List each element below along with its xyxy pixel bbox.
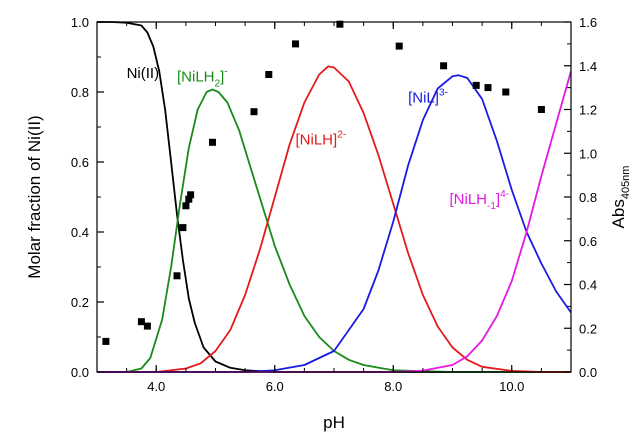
abs-point	[102, 337, 110, 345]
y-tick-label: 0.0	[71, 365, 89, 380]
y-axis-title: Molar fraction of Ni(II)	[25, 115, 44, 278]
x-tick-label: 10.0	[499, 379, 524, 394]
x-tick-label: 8.0	[384, 379, 402, 394]
abs-point	[395, 42, 403, 50]
species-label-1: [NiLH2]-	[177, 67, 228, 90]
abs-point	[336, 20, 344, 28]
y2-tick-label: 0.6	[579, 234, 597, 249]
axes: 4.0 6.0 8.0 10.0 0.0 0.2 0.4 0.6 0.8 1.0 0.0 0.2 0.4…	[25, 15, 632, 432]
y2-tick-label: 0.8	[579, 190, 597, 205]
x-tick-label: 4.0	[147, 379, 165, 394]
abs-point	[484, 84, 492, 92]
absorbance-points	[102, 20, 545, 345]
abs-point	[173, 272, 181, 280]
abs-point	[137, 318, 145, 326]
y2-tick-label: 1.6	[579, 15, 597, 30]
series-line-4	[97, 70, 571, 373]
abs-point	[292, 40, 299, 48]
abs-point	[250, 108, 258, 116]
y2-tick-label: 0.2	[579, 321, 597, 336]
species-label-4: [NiLH-1]4-	[450, 189, 510, 212]
y2-axis-title: Abs405nm	[609, 166, 632, 229]
abs-point	[179, 224, 187, 232]
species-label-3: [NiL]3-	[408, 88, 448, 107]
y2-tick-label: 1.2	[579, 103, 597, 118]
abs-point	[185, 195, 193, 203]
y-tick-label: 0.8	[71, 85, 89, 100]
species-labels: Ni(II) [NiLH2]- [NiLH]2- [NiL]3- [NiLH-1]4-	[127, 65, 509, 212]
y2-tick-label: 0.0	[579, 365, 597, 380]
abs-point	[187, 191, 195, 199]
x-tick-label: 6.0	[266, 379, 284, 394]
abs-point	[209, 138, 216, 146]
abs-point	[472, 81, 480, 89]
species-label-2: [NiLH]2-	[296, 130, 347, 149]
species-curves	[97, 21, 571, 373]
abs-point	[440, 62, 448, 70]
y-tick-label: 1.0	[71, 15, 89, 30]
series-line-1	[97, 88, 571, 373]
abs-point	[265, 71, 273, 78]
x-axis-title: pH	[323, 413, 345, 432]
abs-point	[143, 322, 151, 330]
y-tick-label: 0.2	[71, 295, 89, 310]
series-line-0	[97, 21, 571, 373]
y2-tick-label: 0.4	[579, 278, 597, 293]
series-line-3	[97, 74, 571, 373]
y-tick-label: 0.6	[71, 155, 89, 170]
y2-tick-label: 1.0	[579, 146, 597, 161]
abs-point	[502, 88, 510, 96]
series-line-2	[97, 65, 571, 373]
abs-point	[537, 106, 545, 113]
species-label-0: Ni(II)	[127, 65, 160, 82]
y-tick-label: 0.4	[71, 225, 89, 240]
y2-tick-label: 1.4	[579, 59, 597, 74]
abs-point	[182, 202, 190, 210]
